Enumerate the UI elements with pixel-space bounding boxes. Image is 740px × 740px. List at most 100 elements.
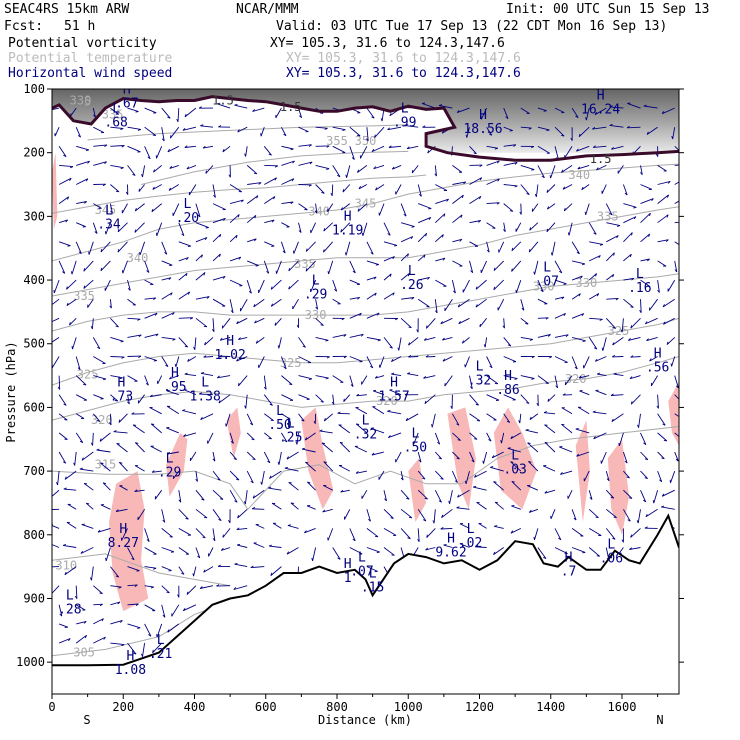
wind-vector (466, 127, 470, 138)
wind-vector-head (576, 453, 579, 457)
wind-vector (589, 241, 603, 245)
wind-vector-head (458, 320, 461, 324)
wind-vector-head (639, 309, 642, 313)
wind-vector (511, 505, 521, 510)
wind-vector (222, 528, 231, 538)
wind-vector (281, 160, 295, 166)
wind-vector (110, 317, 119, 328)
wind-vector (404, 107, 419, 109)
wind-vector-head (234, 562, 238, 565)
wind-vector (135, 203, 145, 212)
wind-vector-head (321, 442, 326, 445)
wind-vector (63, 488, 77, 491)
hl-marker-high: H (118, 375, 126, 390)
wind-vector-head (322, 509, 326, 513)
wind-vector-head (599, 318, 603, 321)
wind-vector-head (596, 167, 599, 171)
wind-vector-head (237, 129, 240, 133)
wind-vector (520, 394, 530, 404)
wind-vector (486, 432, 492, 442)
wind-vector (237, 508, 248, 519)
wind-vector (161, 292, 173, 300)
theta-label: 325 (280, 356, 302, 370)
wind-vector-head (640, 172, 643, 175)
wind-vector-head (219, 337, 223, 341)
wind-vector-head (593, 232, 597, 235)
wind-vector (144, 585, 154, 588)
wind-vector-head (90, 442, 94, 446)
wind-vector (252, 489, 265, 499)
wind-vector (298, 222, 302, 233)
wind-vector-head (578, 133, 581, 137)
wind-vector (366, 107, 375, 119)
wind-vector-head (646, 131, 649, 135)
wind-vector (503, 162, 518, 166)
wind-vector-head (392, 256, 395, 260)
wind-vector (452, 413, 460, 426)
wind-vector-head (64, 571, 67, 575)
wind-vector (305, 432, 316, 441)
wind-vector (606, 508, 617, 518)
wind-vector-head (563, 283, 567, 285)
y-tick-label: 500 (23, 337, 45, 351)
wind-vector-head (408, 342, 411, 346)
wind-vector (110, 126, 124, 129)
wind-vector (194, 337, 197, 350)
wind-vector-head (441, 234, 444, 238)
wind-vector-head (440, 321, 443, 325)
wind-vector-head (186, 166, 190, 170)
wind-vector (127, 623, 141, 629)
wind-vector-head (213, 194, 216, 198)
wind-vector (150, 445, 162, 453)
wind-vector (344, 509, 351, 520)
wind-vector (221, 547, 231, 551)
wind-vector (79, 468, 94, 472)
wind-vector-head (519, 211, 522, 215)
wind-vector-head (131, 557, 135, 561)
wind-vector-head (630, 355, 634, 358)
theta-contour-355 (87, 124, 409, 141)
wind-vector (304, 527, 316, 534)
wind-vector (149, 407, 162, 415)
wind-vector-head (628, 497, 633, 499)
wind-vector-head (545, 317, 549, 320)
wind-vector-head (141, 173, 143, 178)
wind-vector (493, 547, 504, 555)
wind-vector-head (63, 487, 67, 490)
wind-vector (510, 527, 521, 534)
wind-vector-head (671, 135, 674, 140)
wind-vector (332, 126, 346, 131)
wind-vector (649, 356, 658, 362)
wind-vector (653, 490, 659, 504)
wind-vector-head (250, 422, 253, 426)
wind-vector (76, 620, 87, 625)
wind-vector (663, 317, 675, 325)
wind-vector (58, 219, 68, 224)
wind-vector (366, 509, 371, 522)
wind-vector-head (340, 207, 343, 211)
wind-vector-head (134, 489, 138, 492)
wind-vector-head (200, 124, 204, 127)
wind-vector (417, 232, 427, 243)
wind-vector (622, 184, 628, 196)
wind-vector-head (323, 249, 325, 253)
wind-vector-head (134, 208, 137, 212)
wind-vector-head (357, 297, 360, 300)
wind-vector (554, 334, 569, 338)
wind-vector (93, 585, 103, 594)
wind-vector (469, 177, 482, 185)
wind-vector (298, 413, 305, 422)
wind-vector (657, 194, 669, 204)
wind-vector-head (313, 420, 316, 424)
wind-vector (674, 241, 679, 246)
wind-vector-head (404, 123, 408, 127)
wind-vector (274, 318, 282, 326)
wind-vector (588, 508, 599, 519)
wind-vector (371, 145, 385, 153)
wind-vector-head (270, 303, 274, 307)
wind-vector-head (67, 245, 71, 247)
wind-vector-head (479, 177, 483, 181)
wind-vector (537, 298, 548, 305)
hl-marker-value: .50 (404, 440, 427, 455)
wind-vector (75, 127, 82, 138)
